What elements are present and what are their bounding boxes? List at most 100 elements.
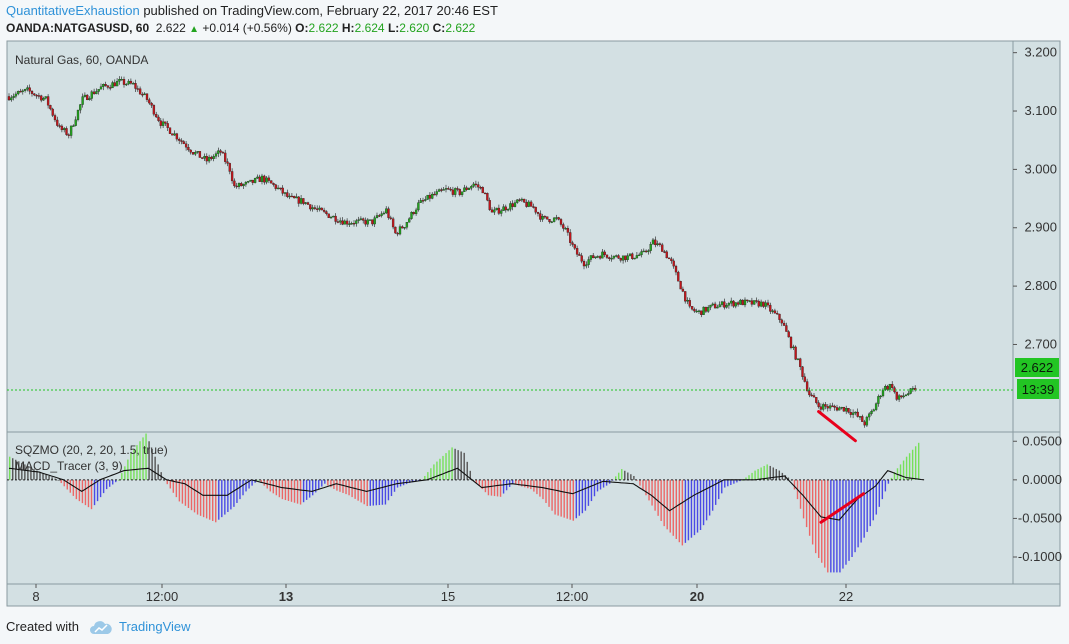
candle-body <box>226 161 229 164</box>
candle-body <box>14 93 18 97</box>
histogram-bar <box>902 460 905 480</box>
candle-body <box>458 189 461 195</box>
candle-body <box>624 255 627 260</box>
chart-frame <box>6 40 1061 607</box>
candle-body <box>559 219 563 225</box>
histogram-bar <box>84 479 87 506</box>
candle-body <box>355 220 358 224</box>
candle-body <box>10 97 13 101</box>
candle-body <box>274 184 277 189</box>
candle-body <box>879 395 882 398</box>
histogram-bar <box>745 477 747 480</box>
candle-body <box>325 211 328 214</box>
price-trendline-annotation[interactable] <box>817 410 857 443</box>
main-pane-title: Natural Gas, 60, OANDA <box>15 53 149 67</box>
histogram-bar <box>527 479 529 489</box>
histogram-bar <box>830 479 832 573</box>
candle-body <box>479 187 482 189</box>
candle-body <box>37 95 41 97</box>
candle-body <box>884 386 887 391</box>
candle-body <box>242 184 245 187</box>
indicator-tick-label: 0.0000 <box>1022 472 1062 487</box>
author-link[interactable]: QuantitativeExhaustion <box>6 3 140 18</box>
histogram-bar <box>348 479 350 496</box>
histogram-bar <box>190 479 193 511</box>
candle-body <box>746 299 749 302</box>
histogram-bar <box>675 479 677 539</box>
candle-body <box>546 216 549 220</box>
candle-body <box>378 215 381 217</box>
candle-body <box>440 189 443 191</box>
candle-body <box>53 115 57 121</box>
histogram-bar <box>824 479 826 568</box>
candle-body <box>191 152 195 155</box>
candle-body <box>486 193 489 201</box>
price-tick-label: 3.200 <box>1024 45 1057 60</box>
candle-body <box>888 384 892 390</box>
histogram-bar <box>663 479 665 527</box>
candle-body <box>511 203 514 207</box>
candle-body <box>663 251 666 253</box>
histogram-bar <box>112 479 114 485</box>
histogram-bar <box>881 479 884 500</box>
histogram-bar <box>557 479 559 516</box>
histogram-bar <box>184 479 187 506</box>
candle-body <box>221 152 225 154</box>
tradingview-link[interactable]: TradingView <box>118 619 191 634</box>
candle-body <box>201 157 204 159</box>
histogram-bar <box>721 479 723 494</box>
candle-body <box>182 141 185 144</box>
histogram-bar <box>451 447 453 480</box>
candle-body <box>224 152 227 162</box>
histogram-bar <box>624 470 626 480</box>
candle-body <box>769 304 772 312</box>
histogram-bar <box>590 479 593 502</box>
candle-body <box>447 188 450 190</box>
candle-body <box>543 216 547 218</box>
indicator-trendline-annotation[interactable] <box>819 492 865 524</box>
time-tick-label: 12:00 <box>146 589 179 604</box>
candle-body <box>474 183 478 186</box>
histogram-bar <box>151 448 153 480</box>
candle-body <box>329 216 333 219</box>
histogram-bar <box>460 451 462 480</box>
histogram-bar <box>748 475 750 480</box>
candle-body <box>638 254 641 257</box>
candle-body <box>214 153 218 157</box>
candle-body <box>840 406 843 409</box>
histogram-bar <box>202 479 205 518</box>
histogram-bar <box>181 479 184 504</box>
histogram-bar <box>51 477 53 480</box>
candle-body <box>773 310 777 314</box>
candle-body <box>304 202 307 204</box>
candle-body <box>207 156 211 162</box>
candle-body <box>621 255 625 261</box>
candle-body <box>421 200 425 202</box>
histogram-bar <box>272 479 275 494</box>
candle-body <box>332 215 335 218</box>
histogram-bar <box>863 479 865 538</box>
histogram-bar <box>760 467 762 480</box>
candle-body <box>532 206 535 208</box>
histogram-bar <box>299 479 302 505</box>
candle-body <box>644 250 648 253</box>
histogram-bar <box>651 479 653 506</box>
candle-body <box>661 244 664 252</box>
candle-body <box>127 80 130 85</box>
candle-body <box>573 244 576 249</box>
candle-body <box>235 185 238 188</box>
histogram-bar <box>357 479 359 501</box>
candle-body <box>909 388 912 394</box>
candle-body <box>460 191 464 195</box>
histogram-bar <box>605 479 608 486</box>
sqzmo-label: SQZMO (20, 2, 20, 1.5, true) <box>15 443 168 457</box>
close-key: C: <box>432 21 446 35</box>
histogram-bar <box>542 479 544 500</box>
histogram-bar <box>560 479 562 517</box>
candle-body <box>7 96 11 101</box>
candle-body <box>46 96 50 106</box>
candle-body <box>651 239 655 245</box>
histogram-bar <box>45 474 47 480</box>
candle-body <box>297 196 300 204</box>
